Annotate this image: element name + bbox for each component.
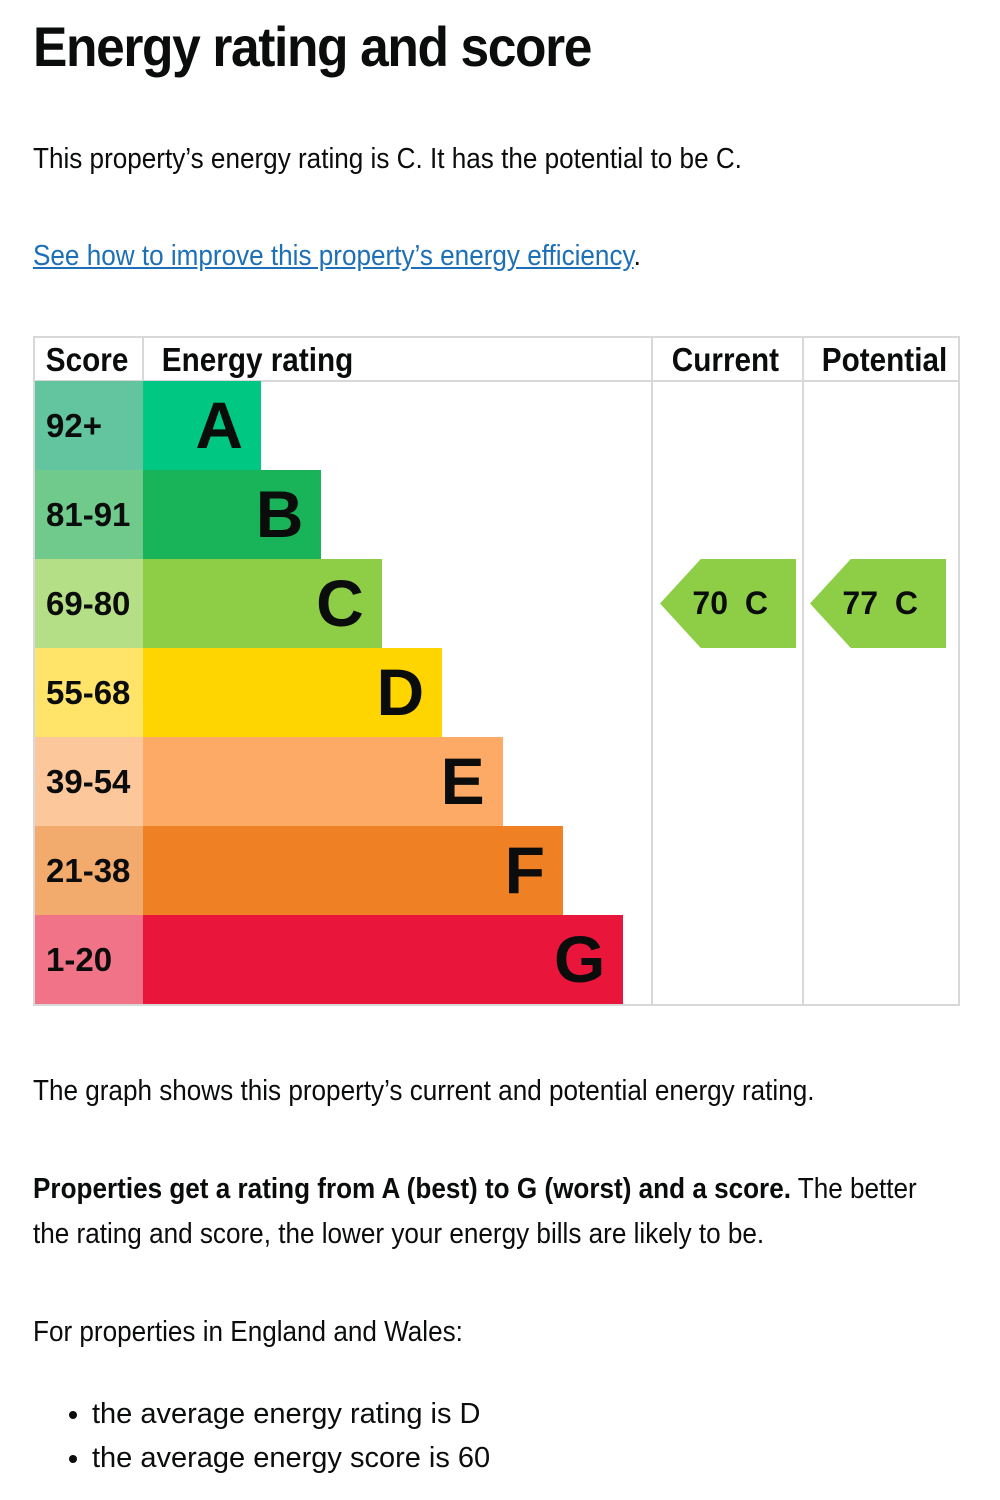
intro-text: This property’s energy rating is C. It h… [33,143,742,175]
score-range-e: 39-54 [35,737,143,826]
divider [142,338,144,382]
ratings-explanation: Properties get a rating from A (best) to… [33,1173,917,1206]
average-score: the average energy score is 60 [92,1436,490,1480]
header-potential: Potential [821,341,948,378]
rating-bar-b: B [143,470,322,559]
score-range-b: 81-91 [35,470,143,559]
energy-rating-table: Score Energy rating Current Potential 92… [33,336,960,1006]
score-range-d: 55-68 [35,648,143,737]
score-range-g: 1-20 [35,915,143,1004]
divider [802,338,804,1006]
score-range-f: 21-38 [35,826,143,915]
rating-bar-c: C [143,559,382,648]
ratings-rest: The better [790,1173,917,1205]
region-text: For properties in England and Wales: [33,1316,463,1348]
divider [651,338,653,1006]
rating-bar-e: E [143,737,503,826]
header-score: Score [45,341,129,378]
graph-note: The graph shows this property’s current … [33,1075,815,1107]
improve-link[interactable]: See how to improve this property’s energ… [33,240,634,272]
score-range-c: 69-80 [35,559,143,648]
page-title: Energy rating and score [33,15,592,78]
average-rating: the average energy rating is D [92,1392,490,1436]
rating-bar-a: A [143,381,261,470]
rating-bar-f: F [143,826,563,915]
current-rating-arrow: 70 C [660,559,796,648]
header-current: Current [671,341,780,378]
rating-bar-g: G [143,915,624,1004]
potential-rating-arrow: 77 C [810,559,946,648]
divider [35,380,960,382]
score-range-a: 92+ [35,381,143,470]
averages-list: the average energy rating is D the avera… [60,1392,490,1480]
rating-bar-d: D [143,648,443,737]
header-energy-rating: Energy rating [161,341,354,378]
ratings-explanation-line2: the rating and score, the lower your ene… [33,1218,765,1250]
improve-paragraph: See how to improve this property’s energ… [33,240,641,272]
ratings-bold: Properties get a rating from A (best) to… [33,1173,791,1205]
